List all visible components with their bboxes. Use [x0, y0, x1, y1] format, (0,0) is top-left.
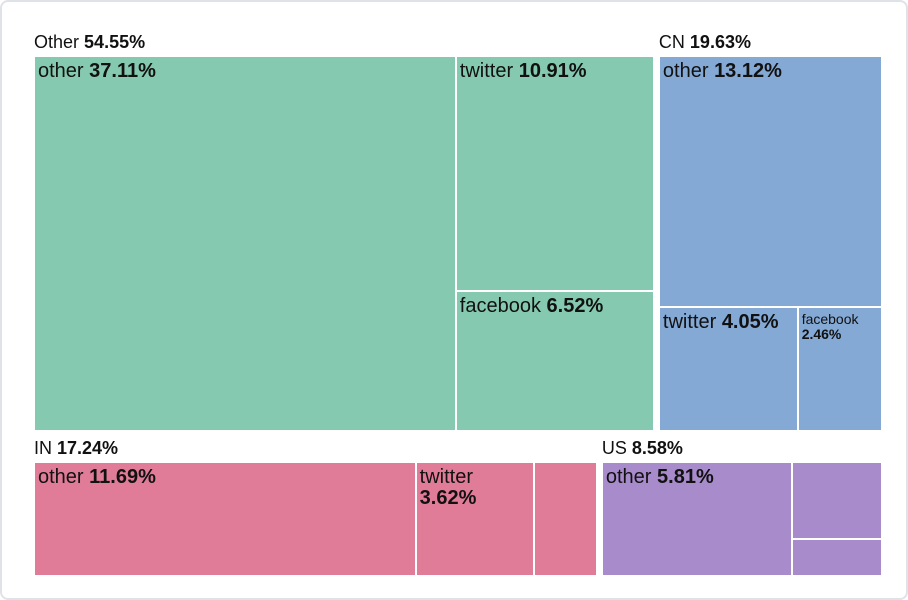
name-label: Other: [34, 32, 80, 52]
name-label: other: [662, 60, 709, 82]
treemap-cell: [792, 539, 881, 575]
group-header: US 8.58%: [602, 438, 683, 459]
treemap-cell: other 5.81%: [602, 463, 791, 575]
treemap-cell: other 13.12%: [659, 57, 881, 306]
treemap-cell: other 11.69%: [35, 463, 415, 575]
value-label: 6.52%: [546, 294, 604, 317]
value-label: 10.91%: [518, 60, 587, 82]
name-label: other: [605, 466, 652, 489]
group-header: IN 17.24%: [34, 438, 118, 459]
name-label: US: [601, 438, 627, 459]
value-label: 54.55%: [84, 32, 146, 52]
treemap-cell: [792, 463, 881, 538]
treemap-cell: [534, 463, 596, 575]
name-label: other: [38, 466, 84, 489]
value-label: 17.24%: [57, 438, 119, 459]
treemap-cell: other 37.11%: [35, 57, 455, 431]
name-label: twitter: [459, 60, 514, 82]
value-label: 37.11%: [89, 60, 156, 82]
value-label: 19.63%: [689, 32, 751, 52]
name-label: twitter: [419, 466, 473, 489]
treemap-cell: twitter 4.05%: [659, 307, 797, 431]
value-label: 11.69%: [89, 466, 156, 489]
value-label: 5.81%: [657, 466, 714, 489]
value-label: 3.62%: [419, 487, 477, 510]
treemap-cell: twitter 10.91%: [456, 57, 653, 290]
name-label: other: [38, 60, 84, 82]
group-header: Other 54.55%: [34, 32, 145, 53]
treemap-cell: facebook 2.46%: [798, 307, 881, 431]
name-label: facebook: [801, 310, 859, 327]
group-header: CN 19.63%: [659, 32, 751, 53]
value-label: 2.46%: [801, 325, 842, 342]
treemap-cell: twitter 3.62%: [416, 463, 533, 575]
name-label: twitter: [662, 310, 717, 333]
name-label: facebook: [459, 294, 541, 317]
value-label: 13.12%: [714, 60, 782, 82]
value-label: 8.58%: [631, 438, 683, 459]
name-label: CN: [658, 32, 685, 52]
treemap-cell: facebook 6.52%: [456, 291, 653, 431]
value-label: 4.05%: [721, 310, 779, 333]
name-label: IN: [34, 438, 52, 459]
